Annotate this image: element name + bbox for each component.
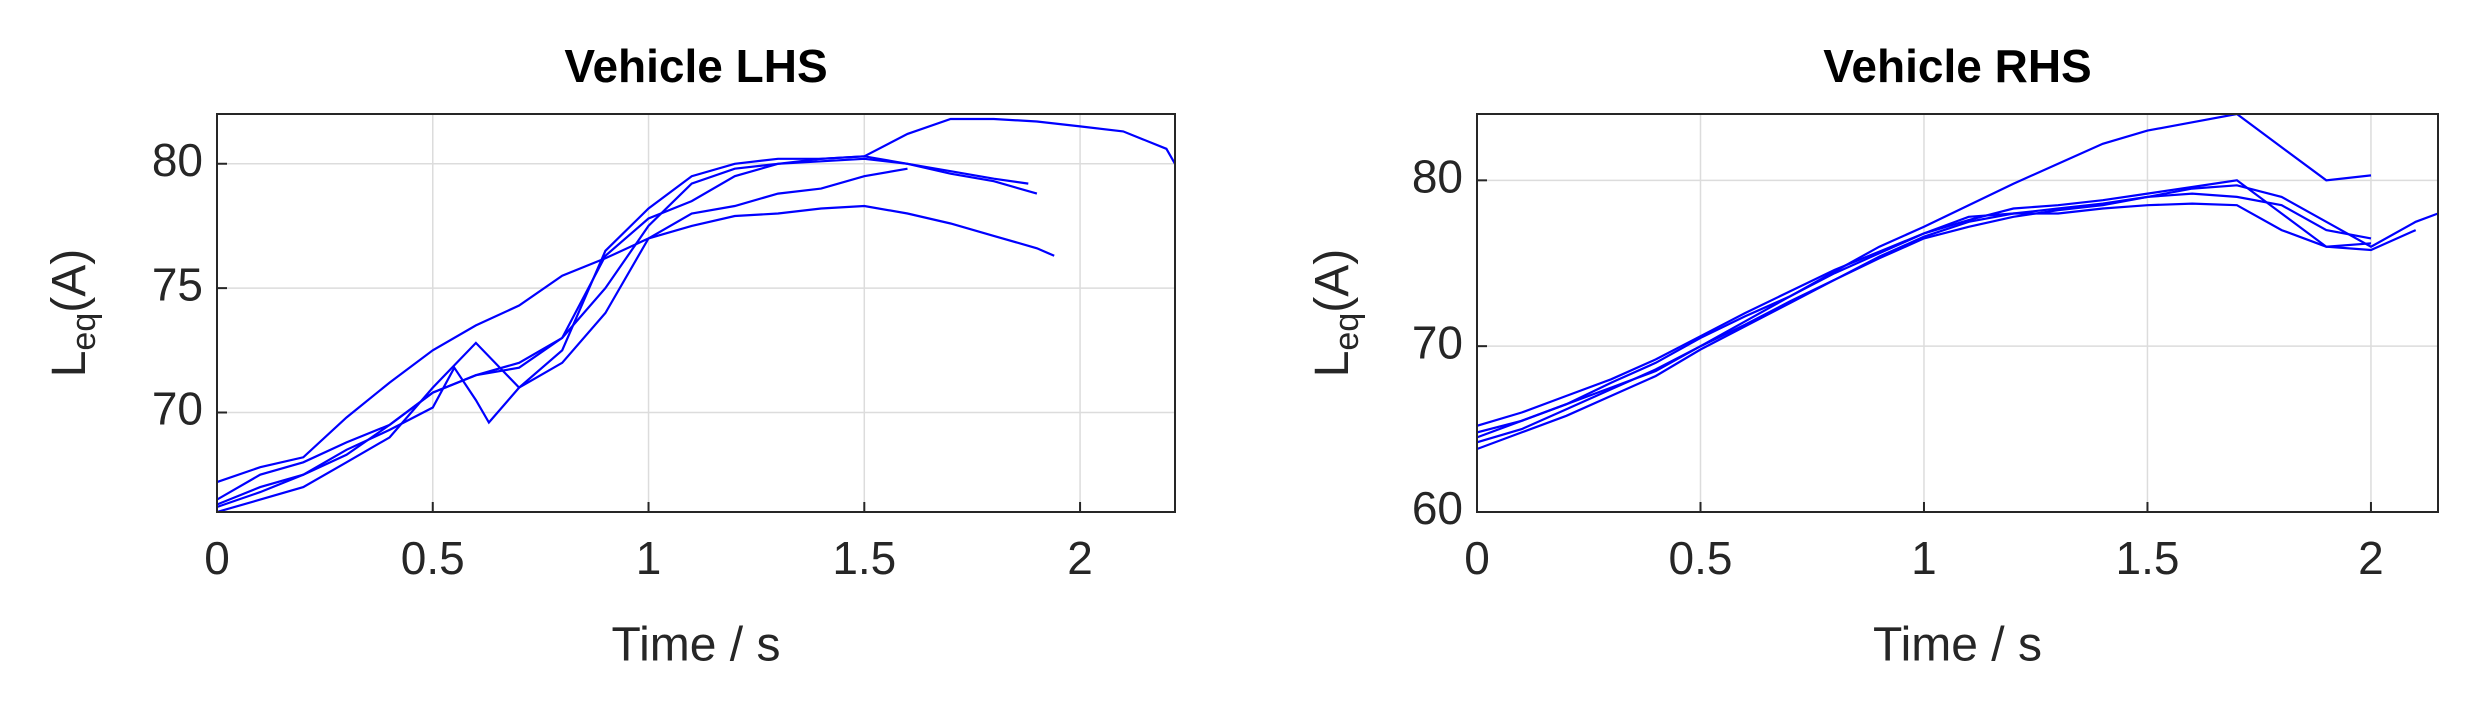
data-line xyxy=(1477,179,2417,427)
y-axis-label-part: (A) xyxy=(43,249,96,313)
x-axis-label: Time / s xyxy=(1873,619,2042,672)
axes-frame xyxy=(1476,113,2439,513)
x-tick-label: 1 xyxy=(1911,532,1937,584)
y-axis-label-part: eq xyxy=(1328,313,1366,351)
y-axis-label-part: (A) xyxy=(1306,249,1359,313)
x-tick-label: 1 xyxy=(636,532,662,584)
plot-area xyxy=(1477,114,2438,512)
x-tick-label: 0 xyxy=(1464,532,1490,584)
y-axis-label: Leq(A) xyxy=(1306,249,1366,378)
y-axis-label-part: eq xyxy=(65,313,103,351)
data-line xyxy=(217,167,908,506)
axes-frame xyxy=(216,113,1176,513)
y-tick-label: 60 xyxy=(1412,482,1463,534)
x-tick-label: 1.5 xyxy=(832,532,896,584)
y-tick-label: 70 xyxy=(1412,316,1463,368)
data-line xyxy=(1477,202,2372,434)
x-axis-label: Time / s xyxy=(612,619,781,672)
y-axis-label-part: L xyxy=(1306,351,1359,378)
data-line xyxy=(217,117,1175,509)
chart-title: Vehicle LHS xyxy=(564,40,827,92)
y-tick-label: 80 xyxy=(1412,150,1463,202)
y-axis-label-part: L xyxy=(43,351,96,378)
x-tick-label: 2 xyxy=(2358,532,2384,584)
x-tick-label: 0 xyxy=(204,532,230,584)
data-line xyxy=(1477,192,2372,444)
x-tick-label: 1.5 xyxy=(2115,532,2179,584)
x-tick-label: 0.5 xyxy=(401,532,465,584)
data-line xyxy=(217,157,1029,501)
y-tick-label: 75 xyxy=(152,258,203,310)
chart-title: Vehicle RHS xyxy=(1823,40,2091,92)
y-tick-label: 80 xyxy=(152,134,203,186)
x-tick-label: 0.5 xyxy=(1669,532,1733,584)
data-line xyxy=(1477,184,2438,451)
y-tick-label: 70 xyxy=(152,383,203,435)
x-tick-label: 2 xyxy=(1067,532,1093,584)
y-axis-label: Leq(A) xyxy=(43,249,103,378)
plot-area xyxy=(217,114,1175,512)
